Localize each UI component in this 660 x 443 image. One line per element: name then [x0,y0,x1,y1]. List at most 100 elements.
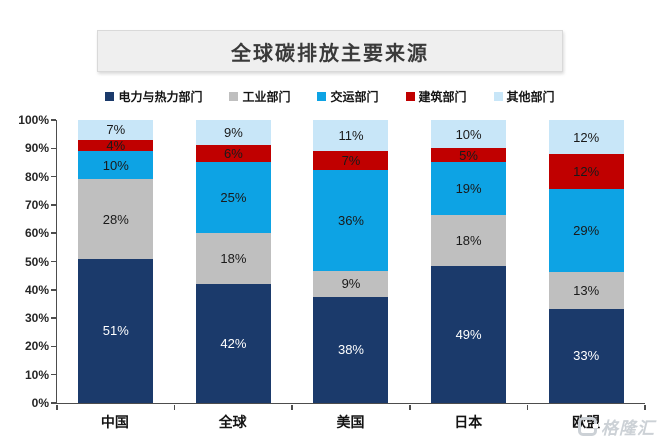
bar-segment: 42% [195,284,271,403]
y-tick-label: 90% [24,141,49,156]
data-label: 11% [338,127,364,143]
y-tick-mark [51,232,56,234]
bar-segment: 29% [548,188,624,272]
y-tick-label: 40% [24,282,49,297]
y-tick: 70% [25,198,56,212]
watermark-logo-icon [578,417,598,436]
legend-swatch [317,92,327,101]
y-tick-label: 100% [18,113,49,127]
bar-segment: 9% [195,120,271,146]
bar-segment: 28% [78,179,154,259]
bar-segment: 33% [548,308,624,403]
y-tick: 90% [25,141,56,155]
data-label: 18% [455,232,482,248]
category-labels: 中国 全球 美国 日本 欧盟 [56,412,645,432]
y-tick-mark [51,260,56,263]
category-label: 中国 [100,416,129,431]
legend-label: 交运部门 [330,90,379,104]
y-tick-label: 50% [24,254,49,269]
bar-全球: 42% 18% 25% 6% 9% [195,120,271,403]
watermark: 格隆汇 [578,414,655,439]
y-tick-mark [51,402,56,404]
bar-segment: 5% [431,147,507,163]
bar-中国: 51% 28% 10% 4% 7% [78,120,154,403]
data-label: 5% [459,147,478,163]
y-tick-mark [51,373,56,376]
chart-title: 全球碳排放主要来源 [231,42,429,65]
x-tick-mark [644,404,646,410]
bar-segment: 19% [431,162,507,216]
bar-segment: 38% [313,296,389,403]
bar-segment: 9% [313,271,389,297]
data-label: 19% [455,181,482,197]
y-tick-label: 10% [24,367,49,382]
y-tick-mark [51,175,56,178]
chart-title-box: 全球碳排放主要来源 [97,30,563,72]
bar-segment: 18% [431,215,507,266]
legend-swatch [493,92,503,101]
y-tick: 60% [25,226,56,240]
chart-body: 100% 90% 80% 70% 60% 50% 40% 30% 20% 10% 0% 51% 28%… [0,113,646,410]
bar-segment: 12% [548,120,624,155]
legend-swatch [105,92,115,101]
data-label: 38% [337,342,364,358]
category-label: 美国 [336,416,365,431]
category-label: 日本 [454,416,483,431]
bar-欧盟: 33% 13% 29% 12% 12% [548,120,624,403]
y-tick-label: 70% [24,197,49,212]
data-label: 13% [573,282,600,298]
y-tick: 0% [32,396,56,410]
data-label: 10% [455,126,482,142]
y-tick-label: 0% [31,396,49,410]
data-label: 25% [220,190,247,206]
y-tick: 50% [25,255,56,269]
legend-label: 工业部门 [242,90,291,104]
category-label: 全球 [218,416,247,431]
data-label: 36% [337,213,364,229]
bar-segment: 11% [313,120,389,151]
plot-area: 51% 28% 10% 4% 7% 42% 18% 25% 6% 9% 38% 9% 36% 7% 11% 4… [56,120,646,410]
data-label: 49% [455,326,482,342]
y-axis: 100% 90% 80% 70% 60% 50% 40% 30% 20% 10% 0% [0,113,56,410]
y-tick-label: 30% [24,311,49,326]
bar-segment: 18% [195,233,271,285]
bar-segment: 10% [78,151,154,180]
bars-container: 51% 28% 10% 4% 7% 42% 18% 25% 6% 9% 38% 9% 36% 7% 11% 4… [57,120,645,403]
data-label: 51% [102,323,129,339]
y-tick: 100% [18,113,56,127]
bar-segment: 7% [313,150,389,171]
y-tick-mark [51,289,56,291]
bar-segment: 13% [548,271,624,309]
bar-segment: 51% [78,258,154,403]
x-tick-mark [173,404,176,410]
y-tick-label: 20% [24,339,49,354]
data-label: 6% [223,146,243,162]
bar-美国: 38% 9% 36% 7% 11% [313,120,389,403]
data-label: 4% [106,137,126,153]
bar-segment: 12% [548,154,624,189]
y-tick-mark [51,317,56,319]
bar-segment: 36% [313,170,389,272]
data-label: 42% [220,336,247,352]
data-label: 18% [220,251,247,267]
data-label: 28% [102,211,129,227]
bar-segment: 7% [78,120,154,140]
legend-item: 交运部门 [317,88,379,105]
bar-segment: 49% [431,265,507,403]
bar-segment: 4% [78,137,154,153]
bar-segment: 6% [195,145,271,163]
legend-item: 建筑部门 [405,88,467,105]
y-tick: 10% [25,368,56,382]
legend-item: 工业部门 [229,88,290,105]
y-tick-mark [51,345,56,348]
x-tick-mark [56,404,58,410]
y-tick: 40% [25,283,56,297]
data-label: 10% [102,157,129,173]
y-tick-mark [51,119,56,121]
y-tick-label: 80% [24,169,49,184]
legend-label: 建筑部门 [418,90,467,104]
x-tick-mark [409,404,411,410]
y-tick-label: 60% [24,226,49,241]
legend: 电力与热力部门 工业部门 交运部门 建筑部门 其他部门 [0,88,660,105]
